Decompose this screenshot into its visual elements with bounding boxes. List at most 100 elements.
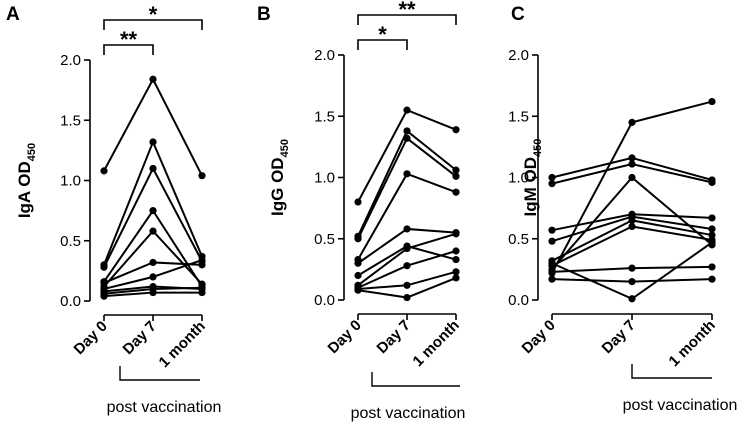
x-category-label: Day 7	[374, 317, 414, 357]
data-point	[149, 75, 157, 83]
series-line	[551, 100, 713, 274]
data-point	[452, 268, 460, 276]
series-line	[103, 77, 203, 177]
panel-C: C 0.0 0.5 1.0 1.5 2.0 IgM OD450 Day 0 Day 7 1 mon…	[508, 4, 737, 414]
x-category-label: Day 7	[120, 318, 160, 358]
data-point	[452, 247, 460, 255]
data-point	[403, 134, 411, 142]
post-vaccination-bracket	[631, 364, 712, 379]
data-point	[548, 180, 556, 188]
data-point	[403, 127, 411, 135]
data-point	[452, 166, 460, 174]
significance-stars: **	[120, 27, 138, 52]
data-point	[452, 255, 460, 264]
panel-label: B	[257, 4, 271, 25]
data-point	[708, 275, 716, 283]
series-line	[103, 166, 203, 268]
y-axis-title-main: IgA OD	[15, 161, 34, 218]
x-category-label: 1 month	[156, 318, 209, 371]
y-axis-title-subscript: 450	[26, 143, 38, 161]
data-point	[354, 198, 362, 206]
data-point	[354, 271, 362, 280]
x-category-label: Day 0	[71, 318, 111, 358]
post-vaccination-bracket	[119, 366, 200, 381]
y-tick-label: 2.0	[60, 52, 81, 69]
y-tick-label: 0.0	[508, 292, 529, 309]
data-point	[149, 273, 157, 281]
data-point	[628, 278, 636, 286]
data-point	[452, 188, 460, 196]
data-point	[628, 264, 636, 272]
significance-stars: *	[149, 2, 158, 27]
data-point	[403, 281, 411, 289]
panel-B: B 0.0 0.5 1.0 1.5 2.0 IgG OD450 Day 0 Day 71 mon…	[257, 0, 465, 422]
post-vaccination-label: post vaccination	[623, 397, 738, 414]
y-axis-title: IgA OD450	[15, 143, 38, 218]
data-point	[354, 235, 362, 243]
y-tick-label: 0.5	[314, 231, 335, 248]
y-tick-label: 1.0	[60, 173, 81, 190]
data-point	[628, 160, 636, 168]
x-category-label: Day 0	[325, 317, 365, 357]
data-point	[403, 225, 411, 233]
data-point	[708, 178, 716, 186]
y-tick-label: 0.5	[60, 233, 81, 250]
data-point	[628, 154, 636, 162]
y-tick-label: 2.0	[314, 47, 335, 64]
data-point	[708, 97, 716, 106]
data-point	[100, 167, 108, 175]
x-category-label: 1 month	[410, 317, 463, 370]
y-tick-label: 0.5	[508, 231, 529, 248]
y-tick-label: 1.5	[508, 108, 529, 125]
y-axis-title-subscript: 450	[279, 139, 291, 157]
data-point	[548, 173, 556, 182]
significance-bracket	[103, 44, 154, 55]
y-axis-title: IgM OD450	[521, 139, 544, 217]
data-point	[628, 216, 636, 224]
data-point	[149, 164, 157, 173]
significance-bracket	[357, 39, 408, 50]
y-tick-label: 1.5	[314, 108, 335, 125]
data-point	[708, 263, 716, 271]
data-point	[708, 214, 716, 222]
data-point	[548, 259, 556, 267]
y-tick-label: 1.0	[314, 170, 335, 187]
data-point	[628, 295, 636, 303]
data-point	[548, 268, 556, 276]
y-axis-title-subscript: 450	[532, 139, 544, 157]
x-category-label: Day 0	[519, 317, 559, 357]
data-point	[628, 173, 636, 182]
series-line	[357, 129, 457, 237]
y-tick-label: 0.0	[314, 292, 335, 309]
data-point	[403, 170, 411, 178]
x-category-label: 1 month	[666, 317, 719, 370]
data-point	[149, 138, 157, 146]
post-vaccination-label: post vaccination	[107, 399, 222, 416]
post-vaccination-bracket	[371, 372, 460, 387]
data-point	[100, 292, 108, 300]
data-point	[149, 288, 157, 297]
data-point	[452, 274, 460, 282]
y-tick-label: 1.5	[60, 112, 81, 129]
panel-label: C	[511, 4, 525, 25]
series-line	[357, 136, 457, 240]
significance-bracket	[357, 14, 457, 25]
data-point	[198, 256, 206, 264]
data-point	[548, 226, 556, 234]
data-point	[149, 258, 157, 267]
post-vaccination-label: post vaccination	[351, 405, 466, 422]
data-point	[354, 259, 362, 267]
data-point	[628, 222, 636, 231]
y-tick-label: 0.0	[60, 293, 81, 310]
data-point	[403, 244, 411, 253]
series-line	[103, 139, 203, 266]
data-point	[548, 275, 556, 283]
significance-stars: *	[378, 22, 387, 47]
x-category-label: Day 7	[599, 317, 639, 357]
y-axis-title-main: IgG OD	[268, 157, 287, 216]
data-point	[354, 286, 362, 294]
data-point	[628, 118, 636, 126]
y-tick-label: 2.0	[508, 47, 529, 64]
panel-A: A 0.0 0.5 1.0 1.5 2.0 IgA OD450 Day 0 Day 71 mon…	[6, 2, 221, 416]
